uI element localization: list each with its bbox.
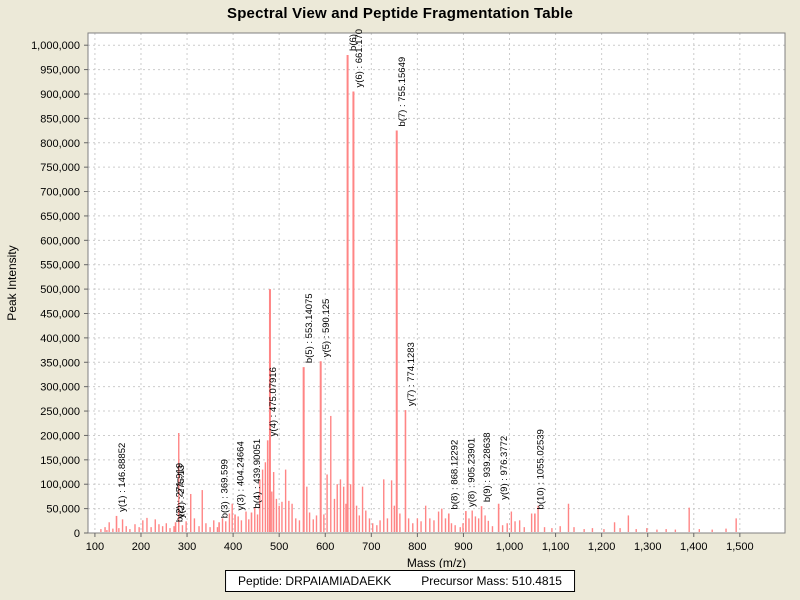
y-tick-label: 750,000 [40, 162, 80, 174]
y-tick-label: 550,000 [40, 260, 80, 272]
peak-label: b(3) : 369.599 [220, 459, 231, 518]
plot-border [87, 32, 786, 534]
x-tick-label: 400 [224, 541, 242, 553]
y-tick-label: 150,000 [40, 455, 80, 467]
peak-label: b(7) : 755.15649 [397, 57, 408, 127]
peak-label: b(9) : 939.28638 [482, 432, 493, 502]
y-tick-label: 450,000 [40, 308, 80, 320]
peak-label: b(5) : 553.14075 [304, 293, 315, 363]
x-tick-label: 100 [86, 541, 104, 553]
peak-label: y(3) : 404.24664 [236, 441, 247, 510]
y-tick-label: 500,000 [40, 284, 80, 296]
spectrum-plot: 100 200 300 400 500 600 700 800 900 1,000 1,100 1,2… [5, 29, 786, 570]
x-tick-label: 900 [454, 541, 472, 553]
peptide-info-box: Peptide: DRPAIAMIADAEKK Precursor Mass: … [225, 570, 575, 592]
x-axis-title: Mass (m/z) [407, 556, 466, 568]
x-tick-label: 500 [270, 541, 288, 553]
y-tick-label: 400,000 [40, 333, 80, 345]
peak-label: y(2) : 275.13 [176, 465, 187, 518]
peak-label: b(6) [348, 34, 359, 51]
x-tick-label: 1,000 [496, 541, 524, 553]
y-tick-label: 50,000 [46, 504, 80, 516]
peak-label: y(8) : 905.23901 [466, 438, 477, 507]
y-tick-label: 1,000,000 [31, 40, 80, 52]
plot-area [88, 33, 785, 533]
x-tick-label: 1,500 [726, 541, 754, 553]
y-tick-label: 250,000 [40, 406, 80, 418]
peak-label: y(1) : 146.88852 [117, 443, 128, 512]
peptide-label: Peptide: DRPAIAMIADAEKK [238, 574, 392, 588]
x-tick-label: 800 [408, 541, 426, 553]
y-axis-title: Peak Intensity [5, 245, 19, 320]
y-tick-label: 300,000 [40, 382, 80, 394]
x-tick-label: 200 [132, 541, 150, 553]
peak-label: y(6) : 661.170 [354, 29, 365, 88]
y-tick-label: 600,000 [40, 235, 80, 247]
x-tick-label: 1,300 [634, 541, 662, 553]
y-tick-label: 850,000 [40, 113, 80, 125]
peak-label: y(4) : 475.07916 [268, 367, 279, 436]
peak-label: y(5) : 590.125 [321, 299, 332, 358]
precursor-mass-label: Precursor Mass: 510.4815 [421, 574, 562, 588]
peak-label: b(8) : 868.12292 [449, 440, 460, 510]
x-tick-label: 1,200 [588, 541, 616, 553]
peak-label: y(7) : 774.1283 [406, 342, 417, 406]
y-tick-label: 100,000 [40, 479, 80, 491]
y-tick-label: 700,000 [40, 187, 80, 199]
y-tick-label: 900,000 [40, 89, 80, 101]
y-tick-label: 800,000 [40, 138, 80, 150]
peak-label: b(2) : 271.919 [175, 463, 186, 522]
y-tick-label: 0 [74, 528, 80, 540]
x-tick-label: 1,100 [542, 541, 570, 553]
page-title: Spectral View and Peptide Fragmentation … [226, 5, 574, 22]
peak-label: b(10) : 1055.02539 [535, 429, 546, 509]
y-tick-label: 650,000 [40, 211, 80, 223]
spectrum-chart: 100 200 300 400 500 600 700 800 900 1,000 1,100 1,2… [5, 29, 786, 570]
x-tick-label: 700 [362, 541, 380, 553]
peak-label: b(4) : 439.90051 [252, 439, 263, 509]
y-tick-label: 950,000 [40, 65, 80, 77]
x-tick-label: 1,400 [680, 541, 708, 553]
y-tick-label: 350,000 [40, 357, 80, 369]
peak-label: y(9) : 976.3772 [499, 436, 510, 500]
y-tick-label: 200,000 [40, 430, 80, 442]
x-tick-label: 300 [178, 541, 196, 553]
x-tick-label: 600 [316, 541, 334, 553]
